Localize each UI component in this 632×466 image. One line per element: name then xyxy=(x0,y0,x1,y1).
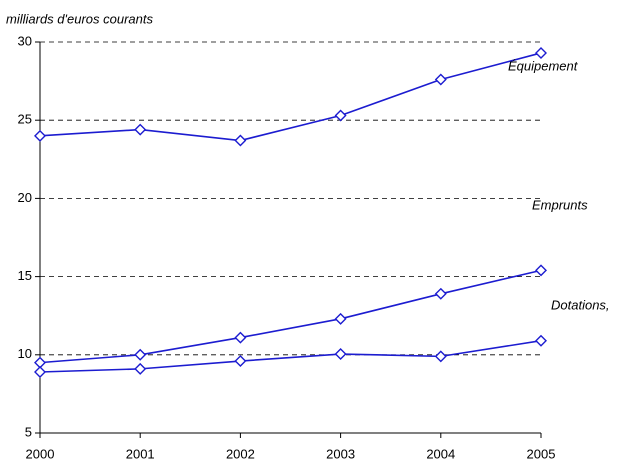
series-label: Équipement xyxy=(508,58,579,73)
marker xyxy=(434,287,447,300)
y-tick-label: 25 xyxy=(18,112,32,127)
marker xyxy=(134,123,147,136)
y-tick-label: 10 xyxy=(18,346,32,361)
marker xyxy=(234,355,247,368)
x-tick-label: 2003 xyxy=(326,446,355,461)
marker xyxy=(134,362,147,375)
y-tick-label: 20 xyxy=(18,190,32,205)
marker xyxy=(334,312,347,325)
y-axis-label: milliards d'euros courants xyxy=(6,11,153,26)
series-line xyxy=(39,339,542,373)
marker xyxy=(234,331,247,344)
y-tick-label: 15 xyxy=(18,268,32,283)
x-tick-label: 2001 xyxy=(126,446,155,461)
marker xyxy=(34,366,46,378)
x-tick-label: 2004 xyxy=(426,446,455,461)
y-tick-label: 5 xyxy=(25,424,32,439)
series-label: Emprunts xyxy=(532,197,588,212)
series-label: Dotations, xyxy=(551,297,610,312)
marker xyxy=(134,348,147,361)
marker xyxy=(34,129,46,142)
marker xyxy=(234,134,247,147)
y-tick-label: 30 xyxy=(18,33,32,48)
x-tick-label: 2005 xyxy=(527,446,556,461)
marker xyxy=(434,73,447,86)
marker xyxy=(434,350,447,363)
marker xyxy=(535,264,547,277)
x-tick-label: 2002 xyxy=(226,446,255,461)
series-line xyxy=(39,52,542,142)
series-line xyxy=(39,269,542,364)
marker xyxy=(535,334,547,347)
x-tick-label: 2000 xyxy=(26,446,55,461)
marker xyxy=(535,46,547,59)
marker xyxy=(334,348,347,361)
marker xyxy=(334,109,347,122)
